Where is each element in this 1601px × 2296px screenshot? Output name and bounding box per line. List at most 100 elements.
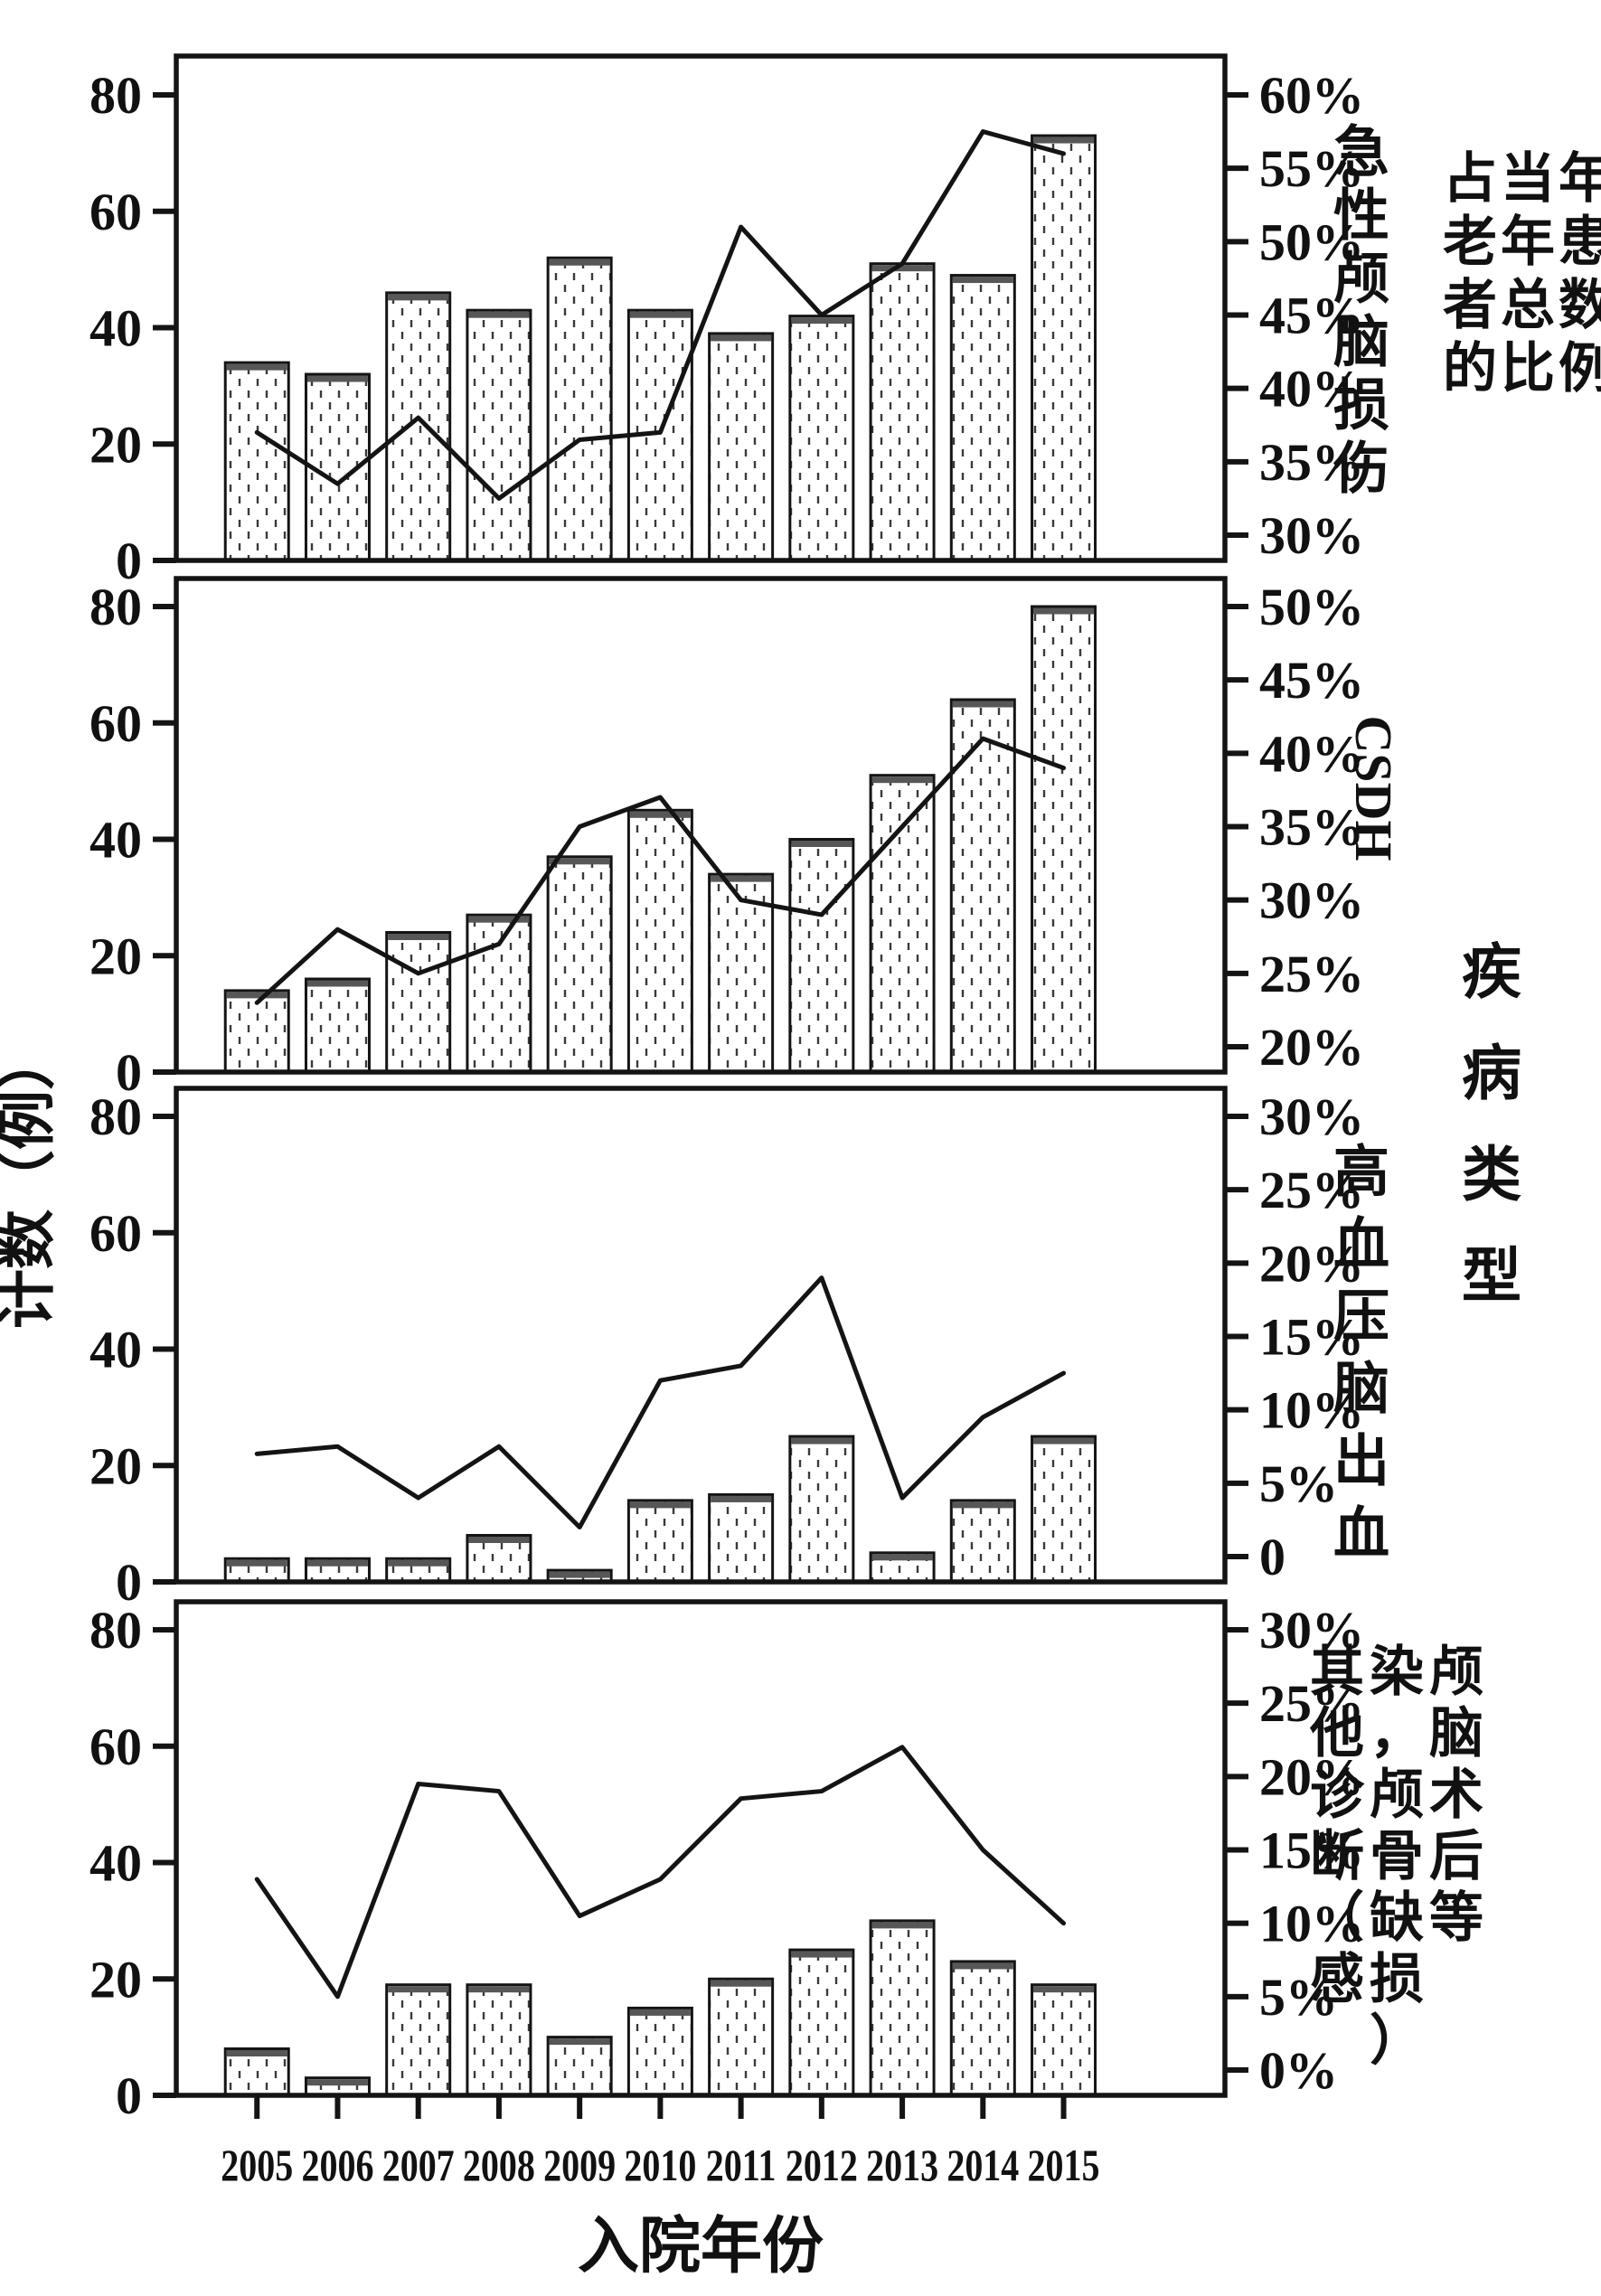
left-tick-label: 60 (89, 1204, 142, 1263)
bar-2015 (1031, 134, 1097, 562)
left-tick-label: 80 (89, 578, 142, 636)
right-tick-label: 50% (1259, 212, 1364, 271)
right-tick-label: 30% (1259, 1601, 1364, 1660)
right-tick-label: 0% (1259, 2041, 1338, 2100)
svg-text:）: ） (1370, 2010, 1424, 2071)
svg-text:病: 病 (1462, 1041, 1521, 1107)
bar-2009 (546, 855, 613, 1074)
right-tick-label: 60% (1259, 66, 1364, 125)
svg-text:伤: 伤 (1333, 439, 1389, 501)
right-tick-label: 50% (1259, 578, 1364, 636)
right-tick-label: 25% (1259, 1161, 1364, 1219)
bar-2010 (626, 2006, 693, 2097)
svg-text:总: 总 (1501, 276, 1555, 335)
bar-2009 (546, 256, 613, 562)
bar-2013 (869, 1551, 936, 1584)
bar-2015 (1031, 1435, 1097, 1584)
right-tick-label: 5% (1259, 1968, 1338, 2027)
svg-text:脑: 脑 (1333, 312, 1389, 374)
svg-text:血: 血 (1333, 1503, 1389, 1566)
trend-line-panel-3 (254, 1275, 1067, 1530)
right-tick-label: 30% (1259, 506, 1364, 565)
svg-text:他: 他 (1309, 1704, 1364, 1764)
right-tick-label: 10% (1259, 1381, 1364, 1440)
svg-text:（: （ (1310, 1887, 1364, 1948)
year-label: 2009 (543, 2141, 616, 2190)
svg-text:损: 损 (1333, 376, 1389, 438)
svg-text:患: 患 (1559, 212, 1601, 272)
bar-2012 (788, 1948, 855, 2097)
bar-2006 (304, 2076, 371, 2097)
bar-2013 (869, 262, 936, 562)
year-label: 2014 (946, 2141, 1019, 2190)
bar-2014 (949, 1499, 1016, 1584)
svg-text:比: 比 (1501, 339, 1555, 399)
left-tick-label: 80 (89, 1087, 142, 1146)
year-label: 2012 (786, 2141, 858, 2190)
svg-text:年: 年 (1559, 149, 1601, 209)
year-label: 2011 (706, 2141, 777, 2190)
bar-2008 (466, 913, 532, 1074)
bar-2007 (385, 291, 452, 562)
bar-2007 (385, 1983, 452, 2097)
svg-text:疾: 疾 (1462, 940, 1521, 1006)
x-axis-year-labels: 2005 2006 2007 2008 2009 2010 2011 2012 2013 2014… (221, 2141, 1099, 2190)
right-tick-label: 15% (1259, 1308, 1364, 1367)
left-tick-label: 60 (89, 183, 142, 241)
left-tick-label: 20 (89, 415, 142, 474)
left-tick-label: 0 (116, 1553, 142, 1612)
bar-2012 (788, 315, 855, 562)
left-tick-label: 40 (89, 1321, 142, 1379)
left-tick-label: 20 (89, 927, 142, 985)
svg-text:高: 高 (1333, 1142, 1389, 1204)
panel2-disease: CSDH (1344, 715, 1403, 861)
svg-text:其: 其 (1310, 1642, 1364, 1702)
bar-2014 (949, 274, 1016, 562)
right-tick-label: 25% (1259, 1674, 1364, 1733)
right-tick-label: 20% (1259, 1018, 1364, 1077)
bar-2007 (385, 1557, 452, 1584)
year-label: 2005 (221, 2141, 293, 2190)
svg-text:后: 后 (1429, 1827, 1483, 1887)
svg-text:CSDH: CSDH (1344, 715, 1403, 861)
svg-text:类: 类 (1462, 1143, 1521, 1209)
left-tick-label: 40 (89, 811, 142, 870)
svg-text:入院年份: 入院年份 (578, 2212, 824, 2281)
right-tick-label: 55% (1259, 139, 1364, 198)
svg-text:性: 性 (1333, 186, 1389, 248)
year-label: 2010 (624, 2141, 696, 2190)
svg-text:术: 术 (1429, 1765, 1483, 1825)
left-tick-label: 20 (89, 1436, 142, 1495)
bar-2011 (708, 332, 775, 562)
bar-2006 (304, 1557, 371, 1584)
bar-2012 (788, 1435, 855, 1584)
right-tick-label: 25% (1259, 945, 1364, 1003)
svg-text:脑: 脑 (1429, 1704, 1483, 1764)
left-tick-label: 20 (89, 1950, 142, 2009)
right-tick-label: 45% (1259, 651, 1364, 710)
panel-2-csdh: 0 20 40 60 80 20% 25% 30% 35% 40% 45% 50% (89, 576, 1364, 1102)
bar-2011 (708, 1492, 775, 1584)
bar-2015 (1031, 605, 1097, 1074)
svg-text:老: 老 (1443, 212, 1497, 272)
left-tick-label: 0 (116, 1043, 142, 1102)
year-label: 2015 (1028, 2141, 1100, 2190)
bar-2005 (223, 361, 290, 562)
bar-2013 (869, 774, 936, 1074)
right-tick-label: 10% (1259, 1895, 1364, 1953)
svg-text:血: 血 (1333, 1214, 1389, 1276)
panel-border (174, 53, 1228, 563)
trend-line-panel-2 (254, 736, 1067, 1005)
svg-text:颅: 颅 (1429, 1642, 1483, 1702)
bar-2006 (304, 977, 371, 1074)
right-tick-label: 5% (1259, 1454, 1338, 1513)
bar-2013 (869, 1919, 936, 2097)
left-tick-label: 0 (116, 532, 142, 590)
year-label: 2013 (866, 2141, 938, 2190)
bar-2009 (546, 2036, 613, 2097)
right-tick-label: 35% (1259, 433, 1364, 492)
svg-text:计数（例）: 计数（例） (0, 1030, 61, 1329)
